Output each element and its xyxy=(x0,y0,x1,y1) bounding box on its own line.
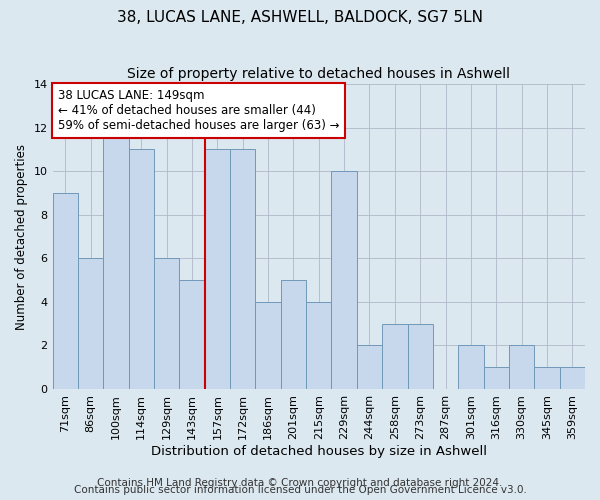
Bar xyxy=(357,346,382,389)
Bar xyxy=(534,367,560,389)
Bar xyxy=(154,258,179,389)
X-axis label: Distribution of detached houses by size in Ashwell: Distribution of detached houses by size … xyxy=(151,444,487,458)
Text: 38 LUCAS LANE: 149sqm
← 41% of detached houses are smaller (44)
59% of semi-deta: 38 LUCAS LANE: 149sqm ← 41% of detached … xyxy=(58,88,340,132)
Text: Contains public sector information licensed under the Open Government Licence v3: Contains public sector information licen… xyxy=(74,485,526,495)
Bar xyxy=(560,367,585,389)
Title: Size of property relative to detached houses in Ashwell: Size of property relative to detached ho… xyxy=(127,68,510,82)
Bar xyxy=(458,346,484,389)
Bar xyxy=(407,324,433,389)
Bar xyxy=(53,193,78,389)
Text: 38, LUCAS LANE, ASHWELL, BALDOCK, SG7 5LN: 38, LUCAS LANE, ASHWELL, BALDOCK, SG7 5L… xyxy=(117,10,483,25)
Bar xyxy=(230,150,256,389)
Text: Contains HM Land Registry data © Crown copyright and database right 2024.: Contains HM Land Registry data © Crown c… xyxy=(97,478,503,488)
Bar xyxy=(78,258,103,389)
Bar xyxy=(256,302,281,389)
Bar xyxy=(205,150,230,389)
Bar xyxy=(128,150,154,389)
Bar xyxy=(306,302,331,389)
Bar xyxy=(509,346,534,389)
Bar xyxy=(281,280,306,389)
Bar xyxy=(331,171,357,389)
Y-axis label: Number of detached properties: Number of detached properties xyxy=(15,144,28,330)
Bar xyxy=(484,367,509,389)
Bar xyxy=(103,128,128,389)
Bar xyxy=(382,324,407,389)
Bar xyxy=(179,280,205,389)
